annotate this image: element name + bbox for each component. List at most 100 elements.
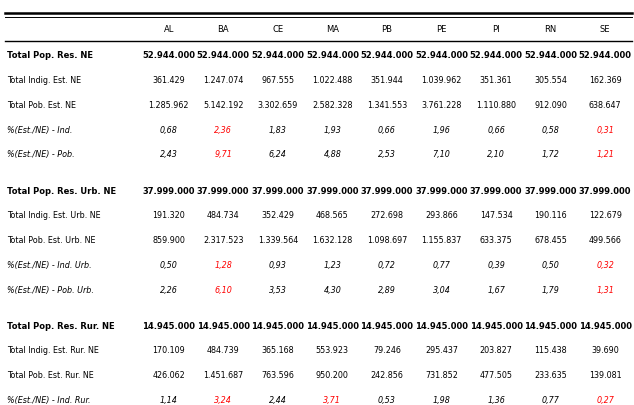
Text: %(Est./NE) - Pob. Urb.: %(Est./NE) - Pob. Urb. — [7, 285, 94, 294]
Text: 14.945.000: 14.945.000 — [524, 321, 577, 330]
Text: 1,31: 1,31 — [596, 285, 614, 294]
Text: 39.690: 39.690 — [592, 345, 619, 355]
Text: 295.437: 295.437 — [425, 345, 458, 355]
Text: 4,30: 4,30 — [323, 285, 341, 294]
Text: 0,68: 0,68 — [160, 125, 178, 134]
Text: Total Indig. Est. Urb. NE: Total Indig. Est. Urb. NE — [7, 211, 101, 220]
Text: RN: RN — [545, 26, 557, 34]
Text: 0,66: 0,66 — [487, 125, 505, 134]
Text: Total Indig. Est. NE: Total Indig. Est. NE — [7, 76, 81, 85]
Text: 3,71: 3,71 — [323, 395, 341, 404]
Text: PE: PE — [436, 26, 447, 34]
Text: Total Pop. Res. Rur. NE: Total Pop. Res. Rur. NE — [7, 321, 115, 330]
Text: Total Pop. Res. Urb. NE: Total Pop. Res. Urb. NE — [7, 186, 116, 195]
Text: 1,23: 1,23 — [323, 260, 341, 269]
Text: 638.647: 638.647 — [589, 100, 621, 110]
Text: 1.285.962: 1.285.962 — [148, 100, 189, 110]
Text: 1,83: 1,83 — [269, 125, 287, 134]
Text: Total Indig. Est. Rur. NE: Total Indig. Est. Rur. NE — [7, 345, 99, 355]
Text: 37.999.000: 37.999.000 — [361, 186, 413, 195]
Text: CE: CE — [272, 26, 283, 34]
Text: 37.999.000: 37.999.000 — [524, 186, 577, 195]
Text: 79.246: 79.246 — [373, 345, 401, 355]
Text: 37.999.000: 37.999.000 — [143, 186, 195, 195]
Text: AL: AL — [164, 26, 174, 34]
Text: BA: BA — [217, 26, 229, 34]
Text: 52.944.000: 52.944.000 — [524, 51, 577, 60]
Text: 52.944.000: 52.944.000 — [361, 51, 413, 60]
Text: 1,14: 1,14 — [160, 395, 178, 404]
Text: %(Est./NE) - Ind. Urb.: %(Est./NE) - Ind. Urb. — [7, 260, 91, 269]
Text: 272.698: 272.698 — [370, 211, 403, 220]
Text: 731.852: 731.852 — [425, 370, 458, 379]
Text: 0,58: 0,58 — [541, 125, 560, 134]
Text: 0,39: 0,39 — [487, 260, 505, 269]
Text: %(Est./NE) - Pob.: %(Est./NE) - Pob. — [7, 150, 75, 159]
Text: 1.039.962: 1.039.962 — [422, 76, 462, 85]
Text: 2,53: 2,53 — [378, 150, 396, 159]
Text: PB: PB — [382, 26, 392, 34]
Text: 484.734: 484.734 — [207, 211, 240, 220]
Text: Total Pop. Res. NE: Total Pop. Res. NE — [7, 51, 93, 60]
Text: 553.923: 553.923 — [316, 345, 349, 355]
Text: 52.944.000: 52.944.000 — [579, 51, 631, 60]
Text: 1,98: 1,98 — [432, 395, 450, 404]
Text: 1.155.837: 1.155.837 — [422, 235, 462, 245]
Text: 678.455: 678.455 — [534, 235, 567, 245]
Text: 499.566: 499.566 — [589, 235, 621, 245]
Text: 3.761.228: 3.761.228 — [422, 100, 462, 110]
Text: 468.565: 468.565 — [316, 211, 349, 220]
Text: 14.945.000: 14.945.000 — [470, 321, 522, 330]
Text: 139.081: 139.081 — [589, 370, 621, 379]
Text: 3,53: 3,53 — [269, 285, 287, 294]
Text: 950.200: 950.200 — [316, 370, 349, 379]
Text: 1,93: 1,93 — [323, 125, 341, 134]
Text: 5.142.192: 5.142.192 — [203, 100, 243, 110]
Text: 242.856: 242.856 — [370, 370, 403, 379]
Text: 162.369: 162.369 — [589, 76, 621, 85]
Text: 484.739: 484.739 — [207, 345, 240, 355]
Text: 3,04: 3,04 — [432, 285, 450, 294]
Text: 37.999.000: 37.999.000 — [252, 186, 304, 195]
Text: 2,89: 2,89 — [378, 285, 396, 294]
Text: 0,53: 0,53 — [378, 395, 396, 404]
Text: 0,93: 0,93 — [269, 260, 287, 269]
Text: 2,43: 2,43 — [160, 150, 178, 159]
Text: 633.375: 633.375 — [480, 235, 512, 245]
Text: 52.944.000: 52.944.000 — [470, 51, 522, 60]
Text: 365.168: 365.168 — [261, 345, 294, 355]
Text: 352.429: 352.429 — [261, 211, 294, 220]
Text: 1.022.488: 1.022.488 — [312, 76, 353, 85]
Text: 2,36: 2,36 — [214, 125, 232, 134]
Text: 0,77: 0,77 — [432, 260, 450, 269]
Text: 1,36: 1,36 — [487, 395, 505, 404]
Text: 1.098.697: 1.098.697 — [366, 235, 407, 245]
Text: 14.945.000: 14.945.000 — [142, 321, 195, 330]
Text: 477.505: 477.505 — [479, 370, 512, 379]
Text: 6,10: 6,10 — [214, 285, 232, 294]
Text: 0,50: 0,50 — [541, 260, 560, 269]
Text: 0,31: 0,31 — [596, 125, 614, 134]
Text: 14.945.000: 14.945.000 — [579, 321, 631, 330]
Text: 147.534: 147.534 — [480, 211, 512, 220]
Text: 14.945.000: 14.945.000 — [251, 321, 304, 330]
Text: 1.339.564: 1.339.564 — [257, 235, 298, 245]
Text: 14.945.000: 14.945.000 — [361, 321, 413, 330]
Text: 0,72: 0,72 — [378, 260, 396, 269]
Text: 0,32: 0,32 — [596, 260, 614, 269]
Text: 233.635: 233.635 — [534, 370, 567, 379]
Text: 37.999.000: 37.999.000 — [470, 186, 522, 195]
Text: Total Pob. Est. Urb. NE: Total Pob. Est. Urb. NE — [7, 235, 96, 245]
Text: 52.944.000: 52.944.000 — [251, 51, 304, 60]
Text: 52.944.000: 52.944.000 — [142, 51, 195, 60]
Text: 14.945.000: 14.945.000 — [306, 321, 359, 330]
Text: 7,10: 7,10 — [432, 150, 450, 159]
Text: 361.429: 361.429 — [152, 76, 185, 85]
Text: 190.116: 190.116 — [534, 211, 567, 220]
Text: 351.944: 351.944 — [370, 76, 403, 85]
Text: 191.320: 191.320 — [152, 211, 185, 220]
Text: 1,67: 1,67 — [487, 285, 505, 294]
Text: 37.999.000: 37.999.000 — [579, 186, 631, 195]
Text: 170.109: 170.109 — [152, 345, 185, 355]
Text: 3.302.659: 3.302.659 — [257, 100, 298, 110]
